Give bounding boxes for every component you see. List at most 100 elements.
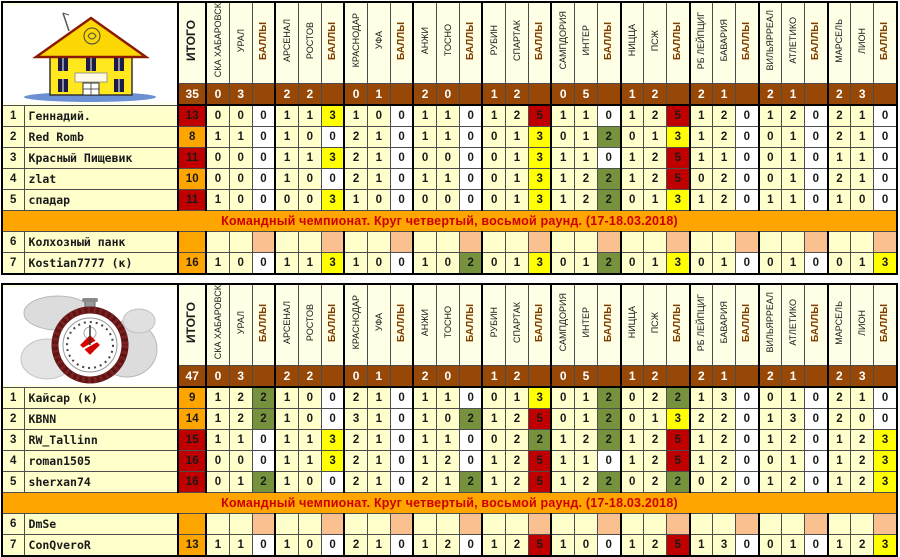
prediction-away: 1 — [573, 104, 598, 127]
prediction-away: 1 — [850, 104, 875, 127]
prediction-away — [297, 513, 322, 535]
prediction-away: 0 — [297, 534, 322, 557]
score-points-spacer — [458, 83, 483, 106]
points-cell — [527, 513, 552, 535]
col-header-away-team: БАВАРИЯ — [712, 1, 737, 84]
score-points-spacer — [804, 83, 829, 106]
points-cell — [735, 513, 760, 535]
prediction-away: 1 — [228, 126, 253, 148]
points-cell: 5 — [666, 168, 691, 190]
points-cell: 2 — [251, 408, 276, 430]
player-total: 11 — [177, 189, 207, 211]
points-cell: 0 — [735, 147, 760, 169]
points-cell: 5 — [527, 471, 552, 493]
points-cell: 3 — [666, 408, 691, 430]
prediction-home — [274, 231, 299, 253]
prediction-away — [366, 231, 391, 253]
prediction-home: 1 — [481, 534, 506, 557]
prediction-away: 1 — [573, 386, 598, 409]
player-name: KBNN — [23, 408, 179, 430]
prediction-home: 2 — [688, 408, 714, 430]
prediction-away: 2 — [781, 429, 806, 451]
prediction-home: 0 — [205, 471, 230, 493]
prediction-home: 1 — [205, 252, 230, 275]
points-cell: 2 — [596, 408, 622, 430]
prediction-away: 1 — [712, 147, 737, 169]
prediction-home: 0 — [205, 147, 230, 169]
points-cell: 0 — [389, 450, 414, 472]
prediction-away: 2 — [712, 126, 737, 148]
score-points-spacer — [804, 365, 829, 388]
prediction-home: 1 — [826, 450, 852, 472]
prediction-away: 1 — [781, 386, 806, 409]
points-cell: 2 — [596, 471, 622, 493]
prediction-home: 1 — [274, 104, 299, 127]
player-name: Колхозный панк — [23, 231, 179, 253]
prediction-away: 1 — [573, 147, 598, 169]
points-cell: 5 — [666, 147, 691, 169]
prediction-away: 2 — [850, 450, 875, 472]
prediction-away — [504, 513, 529, 535]
prediction-home: 1 — [688, 189, 714, 211]
prediction-away: 2 — [435, 534, 460, 557]
points-cell: 3 — [320, 252, 345, 275]
round-banner-text: Командный чемпионат. Круг четвертый, вос… — [221, 496, 678, 510]
score-points-spacer — [666, 365, 691, 388]
points-cell: 0 — [320, 386, 345, 409]
prediction-home: 1 — [205, 429, 230, 451]
match-score-away: 2 — [643, 83, 668, 106]
points-cell: 2 — [666, 386, 691, 409]
prediction-away: 2 — [504, 534, 529, 557]
player-row: 7 Kostian7777 (к) 16 1 0 0 1 1 3 1 0 0 1 0 2 0 1 3 0 1 2 0 1 3 0… — [1, 252, 898, 275]
score-points-spacer — [251, 83, 276, 106]
score-points-spacer — [389, 83, 414, 106]
match-score-home: 2 — [688, 365, 714, 388]
prediction-away: 2 — [712, 471, 737, 493]
points-cell: 0 — [804, 189, 829, 211]
team-total: 47 — [177, 365, 207, 388]
player-name: спадар — [23, 189, 179, 211]
points-cell: 0 — [251, 252, 276, 275]
prediction-home: 1 — [412, 168, 437, 190]
prediction-home: 1 — [274, 252, 299, 275]
prediction-home: 1 — [550, 168, 575, 190]
prediction-away: 2 — [850, 534, 875, 557]
prediction-away: 0 — [850, 408, 875, 430]
prediction-away — [850, 513, 875, 535]
player-row: 5 спадар 11 1 0 0 0 0 3 1 0 0 0 0 0 0 1 3 1 2 2 0 1 3 1 2 0 1 1 0 1 0 0 — [1, 189, 898, 211]
prediction-away: 2 — [435, 450, 460, 472]
points-cell: 3 — [873, 450, 898, 472]
prediction-home: 0 — [481, 386, 506, 409]
prediction-away: 1 — [850, 126, 875, 148]
prediction-away — [228, 513, 253, 535]
col-header-home-team: АРСЕНАЛ — [274, 1, 299, 84]
prediction-home: 1 — [412, 252, 437, 275]
stopwatch-team-logo — [1, 283, 180, 388]
col-header-points: БАЛЛЫ — [389, 283, 414, 366]
prediction-home: 1 — [205, 534, 230, 557]
prediction-away: 1 — [850, 252, 875, 275]
prediction-away: 0 — [297, 126, 322, 148]
col-header-points: БАЛЛЫ — [458, 1, 483, 84]
prediction-home: 2 — [343, 471, 368, 493]
prediction-home: 0 — [550, 126, 575, 148]
prediction-away: 2 — [643, 534, 668, 557]
prediction-home: 1 — [688, 147, 714, 169]
match-score-away: 2 — [504, 365, 529, 388]
prediction-home: 2 — [343, 386, 368, 409]
prediction-away: 2 — [228, 386, 253, 409]
match-score-home: 0 — [550, 83, 575, 106]
match-score-home: 0 — [550, 365, 575, 388]
player-total: 9 — [177, 386, 207, 409]
prediction-away: 2 — [712, 429, 737, 451]
match-score-home: 2 — [274, 83, 299, 106]
points-cell: 3 — [666, 252, 691, 275]
player-row: 4 zlat 10 0 0 0 1 0 0 2 1 0 1 1 0 0 1 3 1 2 2 1 2 5 0 2 0 0 1 0 2 1 0 — [1, 168, 898, 190]
player-name: Красный Пищевик — [23, 147, 179, 169]
prediction-away: 0 — [297, 408, 322, 430]
score-points-spacer — [527, 83, 552, 106]
points-cell: 2 — [596, 252, 622, 275]
prediction-away: 3 — [712, 534, 737, 557]
col-header-points: БАЛЛЫ — [320, 283, 345, 366]
prediction-home: 3 — [343, 408, 368, 430]
